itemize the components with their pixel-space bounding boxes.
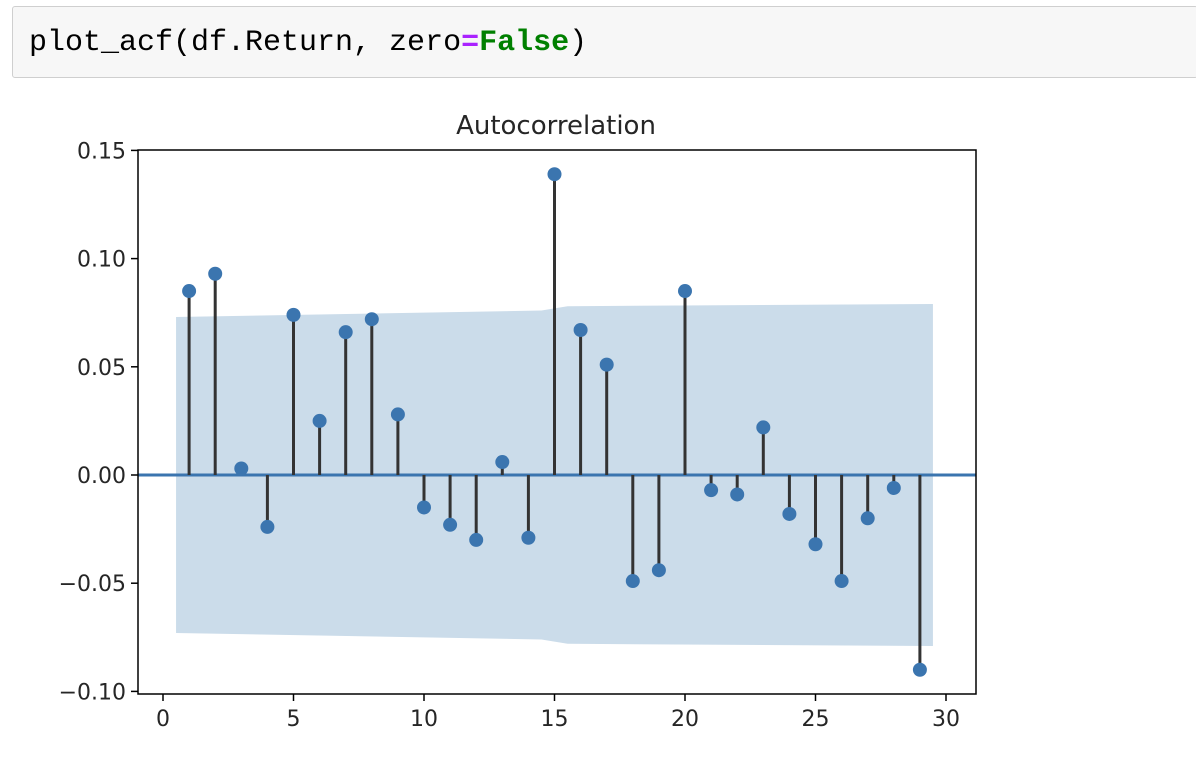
data-point bbox=[260, 519, 275, 534]
y-tick-label: 0.05 bbox=[77, 356, 126, 381]
data-point bbox=[625, 574, 640, 589]
data-point bbox=[390, 407, 405, 422]
code-cell[interactable]: plot_acf(df.Return, zero=False) bbox=[12, 6, 1196, 78]
data-point bbox=[469, 532, 484, 547]
data-point bbox=[547, 167, 562, 182]
data-point bbox=[599, 357, 614, 372]
code-token-call: plot_acf(df.Return, zero bbox=[29, 26, 462, 60]
x-tick-label: 30 bbox=[932, 707, 960, 732]
x-tick-label: 10 bbox=[410, 707, 438, 732]
x-tick-label: 20 bbox=[671, 707, 699, 732]
data-point bbox=[364, 312, 379, 327]
x-tick-label: 15 bbox=[541, 707, 569, 732]
code-token-operator: = bbox=[461, 26, 480, 60]
data-point bbox=[573, 323, 588, 338]
y-tick-label: −0.05 bbox=[59, 572, 126, 597]
data-point bbox=[286, 307, 301, 322]
data-point bbox=[495, 455, 510, 470]
data-point bbox=[860, 511, 875, 526]
x-tick-label: 5 bbox=[287, 707, 301, 732]
data-point bbox=[234, 461, 249, 476]
data-point bbox=[651, 563, 666, 578]
data-point bbox=[182, 284, 197, 299]
code-token-close-paren: ) bbox=[569, 26, 588, 60]
data-point bbox=[678, 284, 692, 299]
x-tick-label: 0 bbox=[156, 707, 170, 732]
plot-frame bbox=[137, 149, 977, 695]
data-point bbox=[443, 517, 458, 532]
y-tick-label: 0.15 bbox=[77, 139, 126, 164]
data-point bbox=[756, 420, 771, 435]
y-tick-label: 0.00 bbox=[77, 464, 126, 489]
data-point bbox=[704, 483, 719, 498]
code-line: plot_acf(df.Return, zero=False) bbox=[29, 23, 587, 63]
y-tick-label: −0.10 bbox=[59, 680, 126, 705]
data-point bbox=[208, 266, 223, 281]
data-point bbox=[521, 530, 536, 545]
data-point bbox=[417, 500, 431, 515]
chart-title: Autocorrelation bbox=[456, 111, 656, 141]
y-tick-label: 0.10 bbox=[77, 248, 126, 273]
data-point bbox=[782, 506, 797, 521]
acf-chart: Autocorrelation 0.15 0.10 0.05 0.00 −0.05 −0.… bbox=[59, 111, 977, 732]
data-point bbox=[808, 537, 823, 552]
data-point bbox=[886, 480, 901, 495]
code-token-keyword: False bbox=[479, 26, 570, 60]
data-point bbox=[730, 487, 745, 502]
x-tick-label: 25 bbox=[802, 707, 830, 732]
data-point bbox=[834, 574, 849, 589]
data-point bbox=[912, 662, 927, 677]
data-point bbox=[338, 325, 353, 340]
data-point bbox=[312, 413, 327, 428]
